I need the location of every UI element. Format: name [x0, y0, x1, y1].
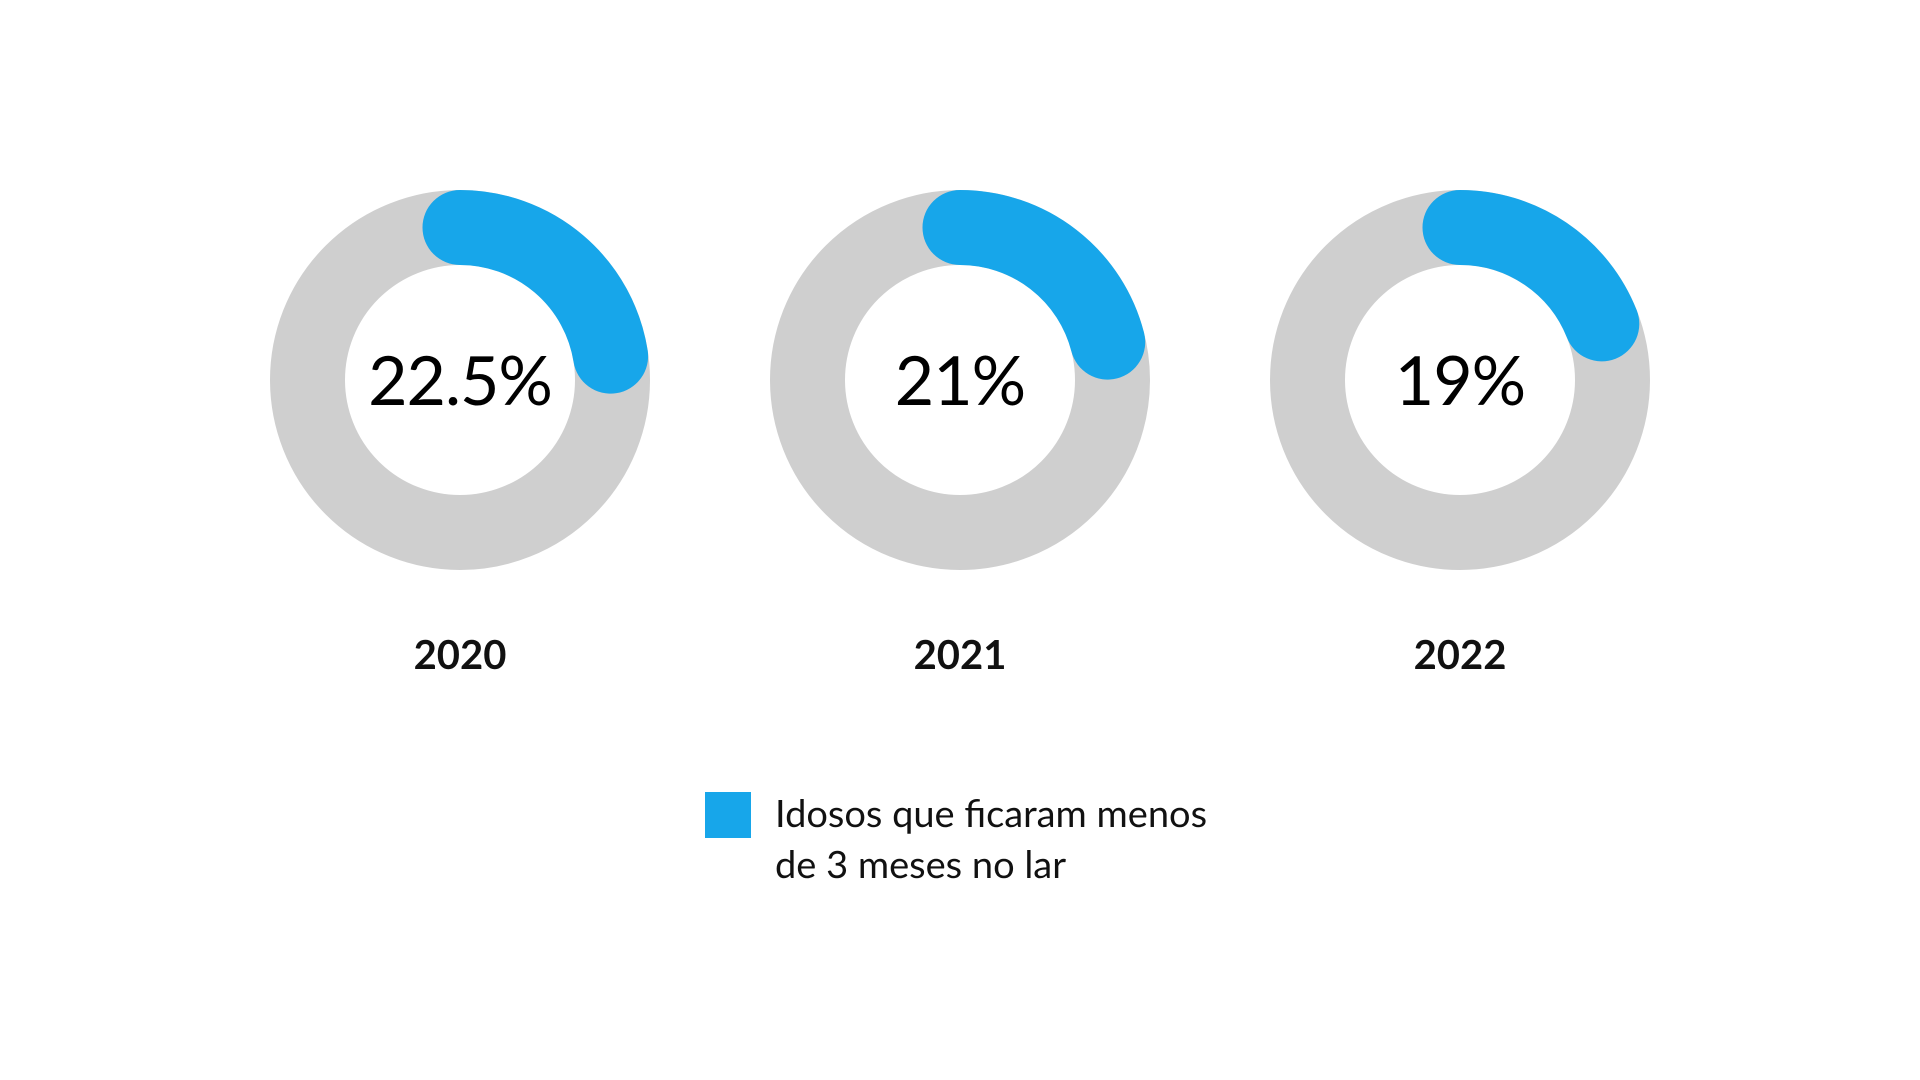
year-label-2021: 2021	[914, 630, 1007, 678]
donut-ring-2020: 22.5%	[270, 190, 650, 570]
donut-chart-2021: 21% 2021	[770, 190, 1150, 678]
donut-ring-2022: 19%	[1270, 190, 1650, 570]
year-label-2022: 2022	[1414, 630, 1507, 678]
donut-charts-row: 22.5% 2020 21% 2021 19% 2022	[270, 190, 1650, 678]
year-label-2020: 2020	[414, 630, 507, 678]
legend: Idosos que ficaram menos de 3 meses no l…	[705, 788, 1215, 891]
donut-chart-2022: 19% 2022	[1270, 190, 1650, 678]
donut-value-2021: 21%	[770, 190, 1150, 570]
legend-text: Idosos que ficaram menos de 3 meses no l…	[775, 788, 1215, 891]
donut-ring-2021: 21%	[770, 190, 1150, 570]
donut-value-2020: 22.5%	[270, 190, 650, 570]
donut-value-2022: 19%	[1270, 190, 1650, 570]
donut-chart-2020: 22.5% 2020	[270, 190, 650, 678]
legend-swatch	[705, 792, 751, 838]
